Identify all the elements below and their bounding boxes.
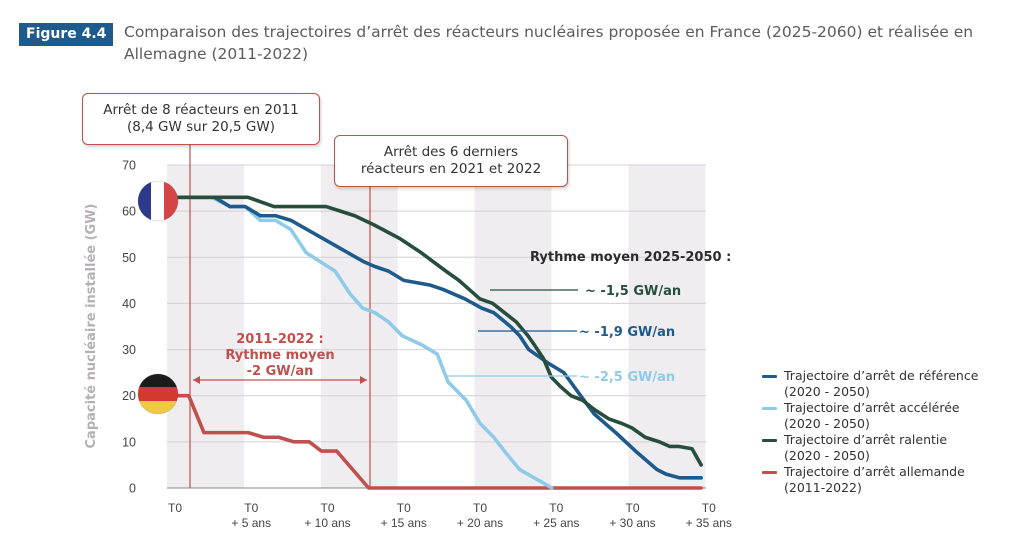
series-line-reference	[173, 195, 703, 480]
x-tick: T0+ 10 ans	[304, 501, 350, 530]
flags	[137, 180, 179, 415]
callout-germany-last: Arrêt des 6 derniers réacteurs en 2021 e…	[334, 135, 568, 187]
callout-germany-2011: Arrêt de 8 réacteurs en 2011 (8,4 GW sur…	[82, 93, 320, 145]
x-tick-label: + 35 ans	[686, 516, 732, 530]
background-band	[474, 165, 552, 488]
legend-item-reference: Trajectoire d’arrêt de référence (2020 -…	[762, 368, 978, 400]
y-tick-label: 50	[122, 251, 136, 265]
x-tick: T0	[168, 501, 182, 515]
flag-stripe-black	[138, 374, 178, 387]
legend-label: Trajectoire d’arrêt accélérée	[784, 400, 960, 415]
germany-rate-label: -2 GW/an	[247, 364, 314, 379]
series-lines	[173, 195, 703, 490]
x-tick-label: + 20 ans	[457, 516, 503, 530]
x-tick: T0+ 20 ans	[457, 501, 503, 530]
legend-swatch-germany	[762, 471, 777, 474]
gridlines	[167, 164, 706, 443]
x-tick-label: T0	[397, 501, 411, 515]
background-band	[167, 165, 244, 488]
x-tick-label: T0	[168, 501, 182, 515]
y-axis-label: Capacité nucléaire installée (GW)	[84, 204, 99, 449]
flag-outline	[137, 373, 179, 415]
series-line-germany	[173, 393, 703, 490]
figure-badge: Figure 4.4	[19, 23, 114, 46]
legend-item-slowed: Trajectoire d’arrêt ralentie (2020 - 205…	[762, 432, 978, 464]
x-tick-label: + 15 ans	[381, 516, 427, 530]
arrow-head-left	[193, 376, 200, 384]
legend-label: Trajectoire d’arrêt de référence	[784, 368, 979, 383]
rate-title: Rythme moyen 2025-2050 :	[530, 250, 731, 265]
x-tick-label: + 5 ans	[231, 516, 271, 530]
callout-line: Arrêt des 6 derniers	[383, 144, 519, 160]
legend-label: Trajectoire d’arrêt allemande	[784, 464, 965, 479]
flag-stripe-red	[164, 181, 178, 221]
x-tick-label: T0	[244, 501, 258, 515]
annotations: Rythme moyen 2025-2050 : ~ -1,5 GW/an ~ -1…	[193, 250, 731, 385]
legend-period: (2020 - 2050)	[784, 416, 870, 431]
y-tick-label: 70	[122, 159, 136, 173]
arrow-head-right	[360, 376, 367, 384]
x-tick-label: + 25 ans	[533, 516, 579, 530]
x-tick-label: + 30 ans	[609, 516, 655, 530]
callout-line: réacteurs en 2021 et 2022	[360, 161, 542, 177]
y-axis-ticks: 0 10 20 30 40 50 60 70	[122, 159, 136, 496]
x-tick: T0+ 15 ans	[381, 501, 427, 530]
france-flag-icon	[138, 181, 178, 221]
germany-rate-label: 2011-2022 :	[236, 332, 323, 347]
legend-item-germany: Trajectoire d’arrêt allemande (2011-2022…	[762, 464, 978, 496]
y-tick-label: 30	[122, 343, 136, 357]
x-tick-label: + 10 ans	[304, 516, 350, 530]
x-tick-label: T0	[549, 501, 563, 515]
legend-period: (2020 - 2050)	[784, 384, 870, 399]
y-tick-label: 60	[122, 205, 136, 219]
legend: Trajectoire d’arrêt de référence (2020 -…	[762, 368, 978, 496]
flag-stripe-gold	[138, 401, 178, 414]
callout-line: (8,4 GW sur 20,5 GW)	[127, 119, 275, 135]
legend-period: (2020 - 2050)	[784, 448, 870, 463]
x-tick: T0+ 30 ans	[609, 501, 655, 530]
x-tick: T0+ 25 ans	[533, 501, 579, 530]
figure-title: Comparaison des trajectoires d’arrêt des…	[124, 23, 974, 63]
background-band	[320, 165, 398, 488]
flag-stripe-white	[151, 181, 165, 221]
x-tick: T0+ 35 ans	[686, 501, 732, 530]
legend-swatch-slowed	[762, 439, 777, 442]
flag-stripe-blue	[138, 181, 152, 221]
legend-item-accelerated: Trajectoire d’arrêt accélérée (2020 - 20…	[762, 400, 978, 432]
germany-flag-icon	[138, 374, 178, 414]
flag-stripe-red	[138, 387, 178, 401]
legend-swatch-reference	[762, 375, 777, 378]
callout-line: Arrêt de 8 réacteurs en 2011	[103, 102, 299, 118]
x-tick-label: T0	[702, 501, 716, 515]
rate-label-slowed: ~ -1,5 GW/an	[585, 284, 681, 299]
series-line-accelerated	[173, 195, 554, 490]
germany-rate-label: Rythme moyen	[225, 348, 334, 363]
legend-period: (2011-2022)	[784, 480, 862, 495]
legend-swatch-accelerated	[762, 407, 777, 410]
event-markers	[189, 145, 371, 488]
y-tick-label: 40	[122, 297, 136, 311]
y-tick-label: 20	[122, 389, 136, 403]
x-tick-label: T0	[625, 501, 639, 515]
x-tick-label: T0	[473, 501, 487, 515]
x-tick-label: T0	[320, 501, 334, 515]
rate-label-accelerated: ~ -2,5 GW/an	[579, 370, 675, 385]
legend-label: Trajectoire d’arrêt ralentie	[784, 432, 948, 447]
flag-outline	[137, 180, 179, 222]
series-line-slowed	[173, 195, 703, 467]
rate-label-reference: ~ -1,9 GW/an	[579, 325, 675, 340]
y-tick-label: 10	[122, 435, 136, 449]
rate-leader-lines	[446, 289, 578, 377]
y-tick-label: 0	[129, 482, 136, 496]
x-tick: T0+ 5 ans	[231, 501, 271, 530]
